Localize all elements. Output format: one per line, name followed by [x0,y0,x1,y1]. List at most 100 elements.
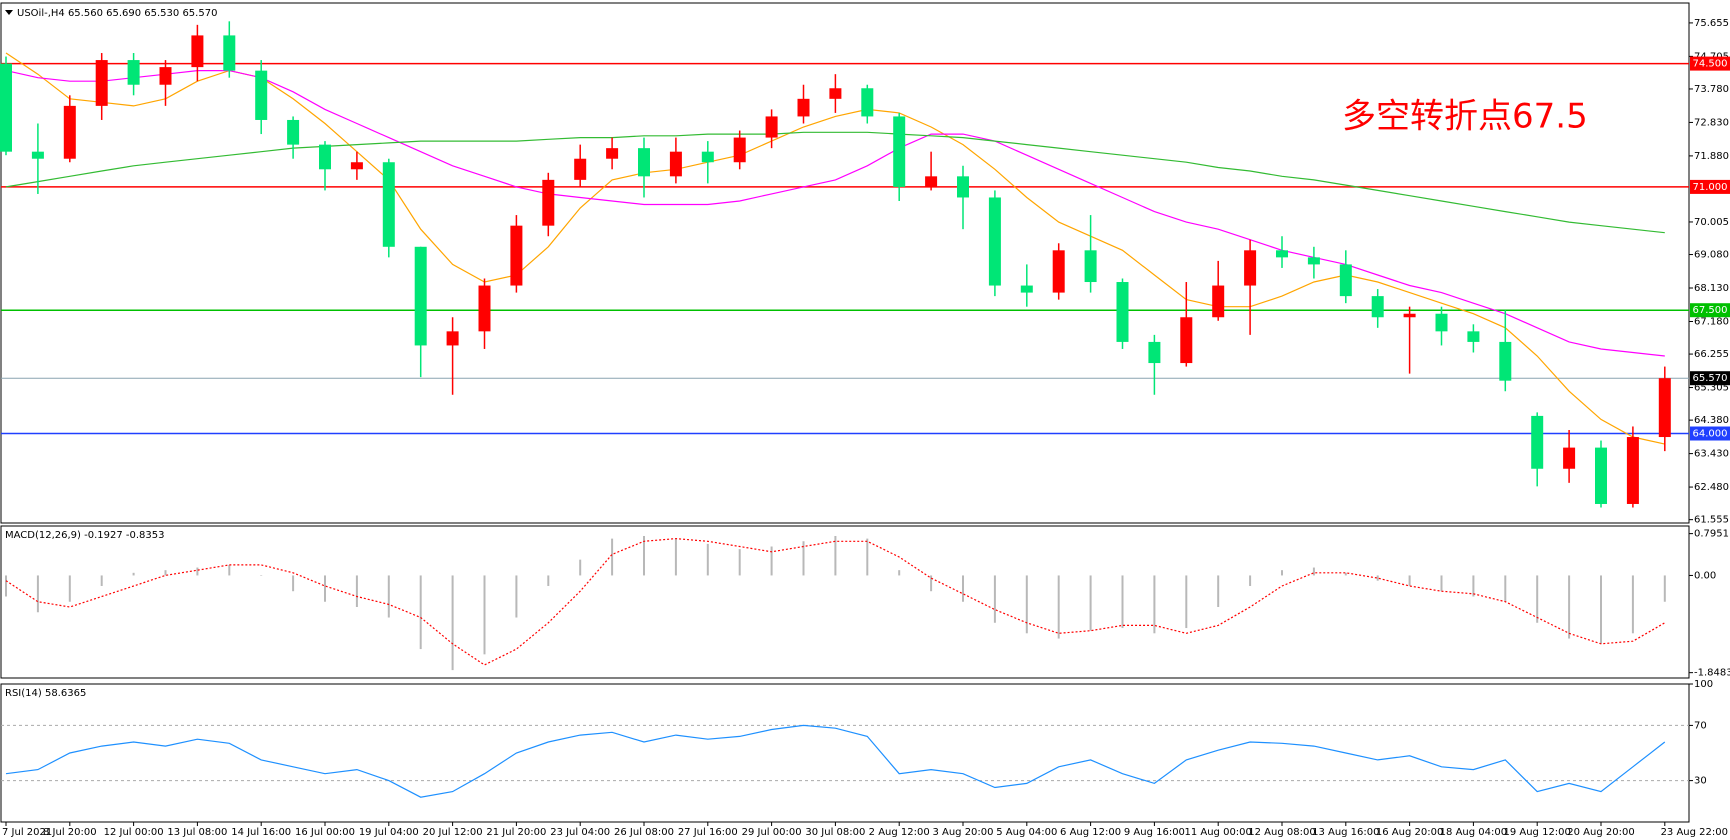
macd-bar [100,575,103,586]
macd-bar [1185,575,1188,629]
macd-bar [228,564,231,576]
candle-body [542,179,555,226]
x-tick-label: 9 Aug 16:00 [1124,827,1185,838]
macd-bar [930,575,933,592]
candle-body [319,144,331,170]
pane-border [0,2,1690,524]
rsi-line [5,724,1666,798]
y-tick-label: 66.255 [1694,349,1729,360]
y-tick-label: 68.130 [1694,283,1729,294]
macd-bar [898,570,901,576]
macd-bar [1536,575,1539,623]
moving-average [5,52,1665,445]
candle-body [127,60,140,85]
y-tick-label: 30 [1694,776,1707,787]
x-tick-label: 30 Jul 08:00 [805,827,865,838]
macd-bar [419,575,422,650]
x-tick-label: 12 Aug 08:00 [1248,827,1315,838]
y-tick-label: 69.080 [1694,250,1729,261]
candle-body [31,151,44,159]
x-tick-label: 13 Jul 08:00 [167,827,227,838]
x-tick-label: 16 Jul 00:00 [295,827,355,838]
menu-arrow[interactable] [5,10,13,15]
candle-body [1563,447,1576,469]
x-tick-label: 21 Jul 20:00 [486,827,546,838]
macd-bar [802,541,805,576]
macd-bar [1472,575,1475,597]
x-tick-label: 12 Jul 00:00 [104,827,164,838]
candle-body [1020,285,1033,293]
macd-bar [674,538,677,576]
y-tick-label: -1.8483 [1694,668,1730,679]
macd-bar [1153,575,1156,634]
level-label-box [1690,179,1730,194]
y-tick-label: 70 [1694,720,1707,731]
candle-body [1244,250,1257,286]
macd-bar [36,575,39,613]
candle-body [797,98,810,117]
macd-bar [962,575,964,602]
x-tick-label: 23 Aug 22:00 [1661,827,1728,838]
pane-title: RSI(14) 58.6365 [5,688,86,699]
macd-bar [324,575,326,602]
y-tick-label: 73.780 [1694,84,1729,95]
y-tick-label: 65.305 [1694,383,1729,394]
x-tick-label: 8 Jul 20:00 [43,827,97,838]
x-tick-label: 26 Jul 08:00 [614,827,674,838]
macd-bar [866,538,869,576]
candle-body [606,148,619,159]
price-label: 64.000 [1693,429,1728,440]
candle-body [765,116,778,138]
y-tick-label: 70.005 [1694,217,1729,228]
x-tick-label: 3 Aug 20:00 [932,827,993,838]
macd-bar [643,535,645,576]
macd-bar [1057,575,1060,639]
candle-body [191,35,204,68]
candle-body [1595,447,1607,504]
candle-body [1531,415,1544,469]
candle-body [1658,378,1671,438]
pane-title: MACD(12,26,9) -0.1927 -0.8353 [5,530,165,541]
macd-bar [611,538,614,576]
macd-bar [387,575,390,618]
macd-bar [1663,575,1666,602]
candle-body [1371,296,1384,318]
candle-body [255,70,268,120]
candle-body [95,60,108,106]
macd-bar [1249,575,1252,586]
macd-bar [132,572,135,576]
candle-body [0,63,12,152]
macd-bar [164,570,167,576]
macd-bar [1408,575,1411,586]
y-tick-label: 67.180 [1694,316,1729,327]
macd-bar [1217,575,1220,607]
candle-body [957,176,969,198]
x-tick-label: 14 Jul 16:00 [231,827,291,838]
macd-bar [355,575,358,607]
candle-body [414,246,427,346]
candle-body [925,176,938,187]
annotation: 多空转折点67.5 [1342,97,1588,137]
macd-bar [1600,575,1602,644]
candle-body [893,116,906,187]
level-label-box [1690,303,1730,318]
y-tick-label: 0.00 [1694,570,1716,581]
candle-body [829,88,842,99]
pane-border [0,525,1690,679]
candle-body [669,151,682,177]
candle-body [1148,341,1161,364]
price-label: 74.500 [1693,59,1728,70]
candle-body [63,105,76,159]
macd-bar [1376,575,1379,581]
price-label: 71.000 [1693,182,1728,193]
y-tick-label: 61.555 [1694,515,1729,526]
pane-border [0,683,1690,823]
y-tick-label: 62.480 [1694,482,1729,493]
candle-body [1116,282,1129,342]
candle-body [1626,437,1639,504]
candle-body [1435,313,1448,332]
y-tick-label: 75.655 [1694,18,1729,29]
macd-bar [993,575,996,623]
x-tick-label: 23 Jul 04:00 [550,827,610,838]
chart-title: USOil-,H4 65.560 65.690 65.530 65.570 [17,8,217,19]
